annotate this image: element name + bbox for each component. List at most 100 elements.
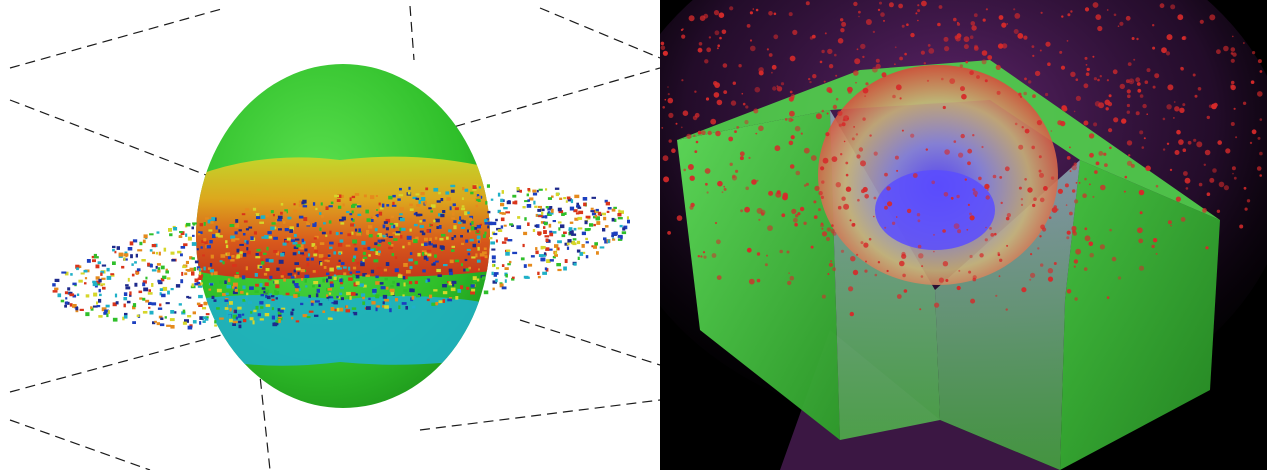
ejecta-particle	[998, 15, 1004, 20]
ejecta-particle	[845, 186, 852, 192]
particle	[335, 272, 338, 275]
ejecta-particle	[1182, 35, 1187, 41]
ejecta-particle	[731, 175, 738, 181]
particle	[263, 272, 268, 276]
particle	[564, 259, 568, 263]
ejecta-particle	[756, 179, 759, 182]
particle	[52, 290, 58, 293]
particle	[160, 317, 164, 320]
particle	[475, 253, 478, 258]
ejecta-particle	[1014, 122, 1018, 126]
particle	[155, 265, 158, 269]
ejecta-particle	[1184, 177, 1191, 184]
particle	[596, 221, 601, 225]
particle	[165, 270, 169, 274]
particle	[54, 287, 59, 291]
ejecta-particle	[1243, 42, 1245, 44]
ejecta-particle	[694, 112, 700, 118]
particle	[511, 276, 515, 279]
particle	[566, 246, 570, 250]
ejecta-particle	[1013, 29, 1019, 34]
ejecta-particle	[1256, 166, 1262, 171]
particle	[550, 208, 554, 213]
particle	[278, 318, 281, 323]
particle	[563, 231, 567, 234]
particle	[95, 276, 100, 280]
particle	[438, 300, 443, 304]
particle	[164, 316, 167, 319]
particle	[292, 241, 298, 245]
particle	[96, 305, 101, 308]
particle	[250, 311, 253, 314]
particle	[407, 191, 411, 195]
ejecta-particle	[1018, 92, 1022, 96]
particle	[464, 258, 468, 262]
particle	[86, 259, 91, 263]
particle	[403, 289, 408, 292]
ejecta-particle	[958, 269, 961, 272]
particle	[350, 218, 353, 221]
grid-line	[419, 399, 660, 431]
particle	[283, 278, 286, 282]
particle	[313, 237, 317, 240]
particle	[106, 313, 109, 318]
particle	[65, 301, 68, 305]
ejecta-particle	[1030, 253, 1033, 256]
ejecta-particle	[1154, 73, 1160, 79]
particle	[277, 317, 283, 321]
particle	[106, 275, 112, 280]
ejecta-particle	[1075, 78, 1079, 81]
particle	[232, 314, 237, 319]
particle	[534, 224, 538, 228]
particle	[297, 288, 301, 291]
ejecta-particle	[1170, 224, 1172, 227]
particle	[399, 207, 404, 211]
ejecta-particle	[1001, 43, 1008, 49]
ejecta-particle	[1109, 228, 1112, 232]
particle	[552, 220, 556, 223]
particle	[186, 295, 190, 299]
particle	[556, 263, 561, 267]
particle	[520, 257, 525, 261]
particle	[457, 221, 462, 224]
ejecta-particle	[827, 48, 833, 55]
ejecta-particle	[923, 62, 926, 65]
ejecta-particle	[821, 294, 826, 299]
particle	[442, 299, 445, 303]
ejecta-particle	[734, 130, 737, 134]
particle	[557, 247, 560, 251]
particle	[270, 226, 275, 231]
particle	[483, 290, 489, 295]
ejecta-particle	[751, 179, 757, 185]
particle	[346, 291, 351, 296]
particle	[255, 253, 259, 256]
particle	[123, 292, 128, 296]
particle	[460, 219, 465, 222]
ejecta-particle	[903, 289, 908, 293]
particle	[535, 247, 538, 251]
ejecta-particle	[1066, 156, 1071, 160]
ejecta-particle	[667, 86, 669, 88]
particle	[319, 227, 322, 231]
particle	[97, 261, 102, 265]
particle	[543, 230, 547, 234]
ejecta-particle	[1014, 13, 1021, 19]
particle	[424, 237, 428, 241]
ejecta-particle	[872, 66, 878, 73]
ejecta-particle	[803, 147, 810, 154]
particle	[362, 295, 365, 300]
particle	[207, 219, 212, 224]
ejecta-particle	[698, 42, 703, 46]
particle	[365, 274, 370, 277]
ejecta-particle	[1040, 11, 1043, 14]
ejecta-particle	[853, 70, 859, 76]
particle	[123, 297, 128, 301]
ejecta-particle	[758, 67, 764, 73]
particle	[246, 247, 249, 251]
block-top-face	[677, 60, 1220, 220]
particle	[534, 205, 538, 208]
particle	[287, 216, 292, 220]
particle	[260, 293, 265, 297]
particle	[162, 286, 168, 291]
particle	[278, 294, 283, 299]
